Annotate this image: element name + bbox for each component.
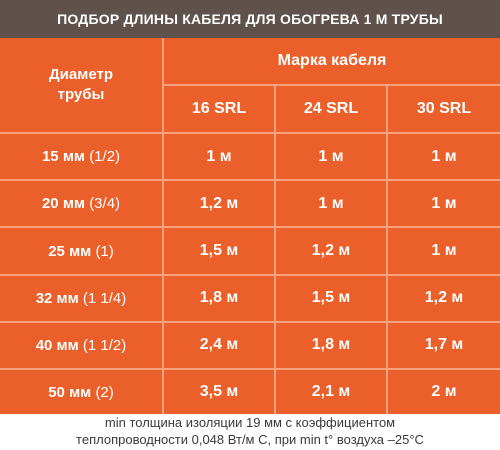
diameter-mm: 15 мм bbox=[41, 148, 86, 166]
value-cell: 1,5 м bbox=[274, 273, 388, 323]
diameter-header-label: Диаметр трубы bbox=[49, 66, 113, 103]
table-row: 50 мм (2) 3,5 м 2,1 м 2 м bbox=[0, 368, 500, 414]
diameter-mm: 20 мм bbox=[41, 195, 86, 213]
cable-length-table: Диаметр трубы Марка кабеля 16 SRL 24 SRL… bbox=[0, 38, 500, 414]
diameter-inch: (3/4) bbox=[89, 195, 121, 213]
table-row: 25 мм (1) 1,5 м 1,2 м 1 м bbox=[0, 226, 500, 276]
value-cell: 3,5 м bbox=[162, 368, 276, 414]
diameter-cell: 20 мм (3/4) bbox=[0, 179, 164, 229]
column-header-24srl: 24 SRL bbox=[274, 84, 388, 134]
diameter-inch: (1 1/4) bbox=[82, 289, 127, 307]
column-header-30srl: 30 SRL bbox=[386, 84, 500, 134]
value-cell: 1 м bbox=[274, 131, 388, 182]
value-cell: 1 м bbox=[274, 179, 388, 229]
diameter-cell: 15 мм (1/2) bbox=[0, 131, 164, 182]
diameter-inch: (2) bbox=[95, 383, 114, 401]
footnote: min толщина изоляции 19 мм с коэффициент… bbox=[0, 414, 500, 450]
brand-header: Марка кабеля bbox=[162, 38, 500, 86]
diameter-mm: 50 мм bbox=[48, 383, 92, 401]
footnote-line-2: теплопроводности 0,048 Вт/м С, при min t… bbox=[76, 432, 424, 447]
value-cell: 2 м bbox=[386, 368, 500, 414]
table-row: 20 мм (3/4) 1,2 м 1 м 1 м bbox=[0, 179, 500, 229]
diameter-mm: 32 мм bbox=[35, 289, 79, 307]
value-cell: 2,4 м bbox=[162, 320, 276, 371]
value-cell: 1,7 м bbox=[386, 320, 500, 371]
value-cell: 1 м bbox=[162, 131, 276, 182]
value-cell: 1,8 м bbox=[162, 273, 276, 323]
value-cell: 1,2 м bbox=[386, 273, 500, 323]
value-cell: 1,8 м bbox=[274, 320, 388, 371]
diameter-header: Диаметр трубы bbox=[0, 38, 164, 134]
diameter-inch: (1 1/2) bbox=[82, 336, 127, 354]
diameter-mm: 25 мм bbox=[48, 242, 92, 260]
table: Диаметр трубы Марка кабеля 16 SRL 24 SRL… bbox=[0, 38, 500, 414]
table-row: 40 мм (1 1/2) 2,4 м 1,8 м 1,7 м bbox=[0, 320, 500, 371]
diameter-mm: 40 мм bbox=[35, 336, 79, 354]
value-cell: 1 м bbox=[386, 131, 500, 182]
column-header-16srl: 16 SRL bbox=[163, 84, 276, 134]
diameter-cell: 32 мм (1 1/4) bbox=[0, 273, 164, 323]
diameter-cell: 50 мм (2) bbox=[0, 368, 164, 414]
diameter-cell: 40 мм (1 1/2) bbox=[0, 320, 164, 371]
diameter-inch: (1) bbox=[95, 242, 114, 260]
page-title: ПОДБОР ДЛИНЫ КАБЕЛЯ ДЛЯ ОБОГРЕВА 1 М ТРУ… bbox=[0, 0, 500, 38]
diameter-inch: (1/2) bbox=[89, 148, 121, 166]
footnote-line-1: min толщина изоляции 19 мм с коэффициент… bbox=[104, 415, 396, 430]
table-row: 32 мм (1 1/4) 1,8 м 1,5 м 1,2 м bbox=[0, 273, 500, 323]
value-cell: 1 м bbox=[386, 226, 500, 276]
diameter-cell: 25 мм (1) bbox=[0, 226, 164, 276]
value-cell: 1,2 м bbox=[274, 226, 388, 276]
value-cell: 1 м bbox=[386, 179, 500, 229]
table-row: 15 мм (1/2) 1 м 1 м 1 м bbox=[0, 131, 500, 182]
value-cell: 1,5 м bbox=[162, 226, 276, 276]
value-cell: 2,1 м bbox=[274, 368, 388, 414]
value-cell: 1,2 м bbox=[162, 179, 276, 229]
